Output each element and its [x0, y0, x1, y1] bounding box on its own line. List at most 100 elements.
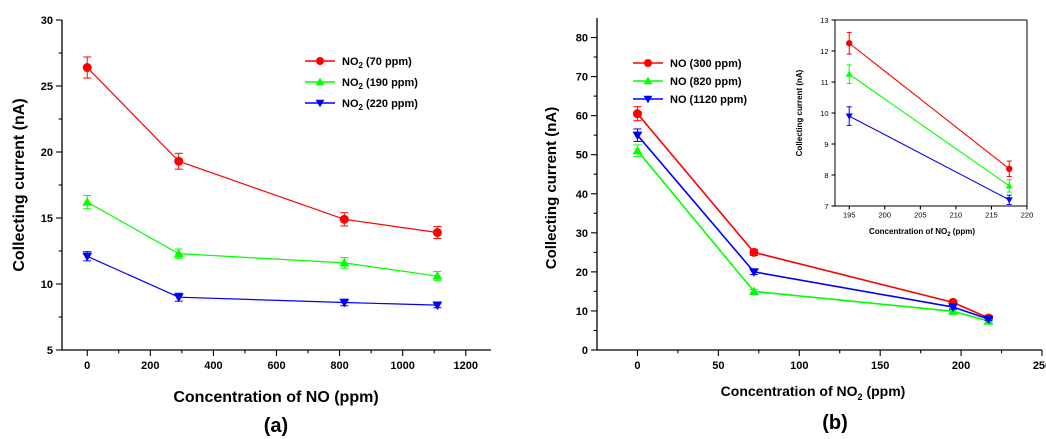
panel-a-x-tick-label: 200 [141, 360, 159, 372]
panel-a-y-tick-label: 25 [41, 81, 53, 93]
inset-series-1 [846, 31, 1013, 178]
inset-x-tick-label: 205 [914, 211, 927, 220]
panel-a-x-tick-label: 800 [330, 360, 348, 372]
panel-b-data-point [983, 315, 994, 325]
inset-data-point [846, 40, 853, 47]
panel-b-legend-label: NO (300 ppm) [670, 58, 742, 70]
inset-data-point [1006, 165, 1013, 172]
inset-series-3 [845, 106, 1013, 205]
panel-b-y-tick-label: 40 [576, 189, 588, 201]
panel-b-inset-chart: 195 200 205 210 215 220 7 8 9 10 11 12 13 Concentra… [795, 16, 1033, 238]
panel-a-data-point [82, 197, 93, 206]
inset-y-tick-label: 12 [820, 47, 828, 56]
panel-a-series-line [86, 67, 438, 234]
inset-series [845, 31, 1013, 205]
inset-x-tick-label: 200 [879, 211, 892, 220]
panel-a-y-tick-label: 30 [41, 15, 53, 27]
panel-b-data-point [632, 109, 642, 119]
panel-b-x-tick-label: 100 [790, 360, 808, 372]
panel-a-y-tick-label: 10 [41, 279, 53, 291]
panel-a-legend-item: NO2 (70 ppm) [305, 56, 412, 70]
panel-a-series [82, 56, 443, 311]
panel-b-y-tick-label: 50 [576, 150, 588, 162]
panel-a-y-axis-label: Collecting current (nA) [11, 98, 28, 271]
panel-b-legend-item: NO (1120 ppm) [633, 94, 747, 106]
panel-a-y-tick-label: 20 [41, 147, 53, 159]
panel-b-x-tick-label: 150 [871, 360, 889, 372]
inset-x-tick-label: 195 [843, 211, 856, 220]
inset-y-tick-label: 9 [824, 140, 828, 149]
panel-b-series-line [636, 150, 989, 322]
panel-a-legend-item: NO2 (220 ppm) [305, 98, 418, 112]
inset-x-tick-label: 210 [950, 211, 963, 220]
panel-b-x-tick-label: 50 [712, 360, 724, 372]
panel-b-legend-label: NO (1120 ppm) [670, 94, 747, 106]
panel-b-legend: NO (300 ppm) NO (820 ppm) NO (1120 ppm) [633, 58, 747, 106]
inset-x-axis-label: Concentration of NO2 (ppm) [869, 227, 975, 238]
panel-a-data-point [339, 298, 350, 308]
panel-b-legend-marker [643, 95, 653, 104]
inset-series-line [848, 115, 1010, 201]
inset-y-ticks: 7 8 9 10 11 12 13 [820, 16, 835, 211]
panel-a-x-axis-label: Concentration of NO (ppm) [173, 389, 378, 406]
panel-a-series-1 [82, 56, 442, 239]
panel-b-y-tick-label: 60 [576, 111, 588, 123]
panel-a-legend-label: NO2 (220 ppm) [342, 98, 418, 112]
panel-b-x-axis-label: Concentration of NO2 (ppm) [721, 383, 906, 402]
inset-x-ticks: 195 200 205 210 215 220 [843, 206, 1033, 220]
panel-a-series-line [86, 255, 438, 306]
panel-a-series-line [86, 201, 438, 277]
panel-a-legend-label: NO2 (190 ppm) [342, 77, 418, 91]
inset-data-point [845, 70, 853, 77]
panel-a-legend-marker [316, 57, 324, 65]
chart-panel-b: 0 50 100 150 200 250 0 10 20 30 40 50 60 70 80 Concen… [543, 16, 1046, 434]
panel-a-data-point [339, 257, 350, 267]
panel-a-data-point [173, 293, 184, 303]
panel-a-data-point [173, 248, 184, 258]
panel-b-y-tick-label: 70 [576, 72, 588, 84]
panel-b-y-tick-label: 10 [576, 306, 588, 318]
panel-a-series-3 [82, 251, 443, 311]
panel-b-legend-marker [643, 76, 653, 85]
panel-a-legend-item: NO2 (190 ppm) [305, 77, 418, 91]
panel-a-data-point [174, 156, 184, 166]
inset-data-point [845, 113, 853, 120]
panel-b-series-1 [632, 106, 994, 323]
inset-y-tick-label: 13 [820, 16, 828, 25]
panel-b-series [632, 106, 994, 325]
panel-b-legend-marker [644, 59, 652, 67]
panel-a-x-tick-label: 1200 [454, 360, 478, 372]
panel-a-data-point [82, 252, 93, 262]
panel-b-y-axis-label: Collecting current (nA) [543, 107, 560, 270]
panel-b-legend-item: NO (300 ppm) [633, 58, 742, 70]
panel-b-legend-item: NO (820 ppm) [633, 76, 742, 88]
panel-b-data-point [632, 145, 643, 155]
panel-a-x-tick-label: 600 [267, 360, 285, 372]
panel-b-y-ticks: 0 10 20 30 40 50 60 70 80 [576, 33, 597, 357]
panel-a-legend: NO2 (70 ppm) NO2 (190 ppm) NO2 (220 ppm) [305, 56, 418, 112]
panel-a-data-point [82, 63, 92, 73]
panel-b-x-tick-label: 250 [1033, 360, 1046, 372]
panel-b-legend-label: NO (820 ppm) [670, 76, 742, 88]
panel-b-data-point [749, 268, 759, 277]
panel-a-data-point [432, 228, 442, 238]
panel-b-y-tick-label: 20 [576, 267, 588, 279]
panel-a-x-tick-label: 1000 [390, 360, 414, 372]
panel-b-data-point [749, 247, 759, 257]
panel-a-legend-label: NO2 (70 ppm) [342, 56, 412, 70]
panel-b-data-point [948, 303, 958, 312]
inset-y-tick-label: 7 [824, 202, 828, 211]
panel-b-series-line [636, 134, 989, 320]
panel-a-x-ticks: 0 200 400 600 800 1000 1200 [84, 350, 478, 372]
panel-a-y-ticks: 5 10 15 20 25 30 [41, 15, 62, 357]
panel-b-series-3 [632, 128, 994, 325]
panel-a-y-tick-label: 5 [47, 345, 53, 357]
panel-a-data-point [432, 271, 443, 280]
panel-a-legend-marker [315, 77, 325, 86]
panel-b-x-tick-label: 200 [952, 360, 970, 372]
panel-a-label: (a) [264, 415, 288, 437]
inset-y-tick-label: 10 [820, 109, 828, 118]
panel-b-y-tick-label: 80 [576, 33, 588, 45]
inset-data-point [1005, 182, 1013, 189]
